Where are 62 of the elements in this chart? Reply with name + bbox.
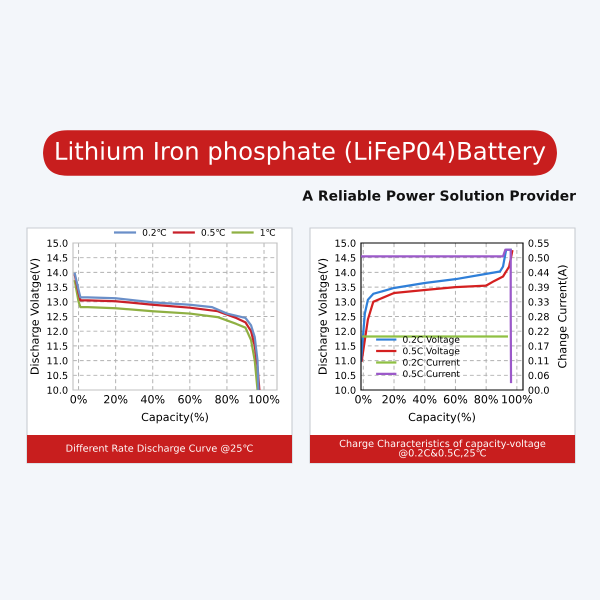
- legend-label: 0.2℃: [142, 229, 166, 236]
- x-tick-label: 80%: [215, 395, 239, 404]
- y2-axis-title: Change Current(A): [558, 265, 569, 368]
- line-series: [361, 248, 512, 384]
- y-tick-label: 10.0: [336, 386, 356, 394]
- x-tick-label: 100%: [502, 395, 532, 404]
- text: Different Rate Discharge Curve @25℃: [66, 444, 253, 454]
- y2-tick-label: 0.44: [528, 268, 549, 276]
- y-tick-label: 13.5: [336, 284, 356, 291]
- y-tick-label: 14.5: [48, 254, 68, 262]
- x-tick-label: 40%: [412, 395, 436, 404]
- legend-label: 0.5℃: [202, 229, 225, 236]
- y2-tick-label: 0.28: [528, 312, 549, 320]
- y-tick-label: 13.5: [48, 284, 68, 291]
- legend-label: 1℃: [260, 229, 276, 236]
- legend-label: 0.5C Voltage: [403, 347, 460, 356]
- x-axis-title: Capacity(%): [408, 412, 475, 424]
- x-tick-label: 100%: [249, 395, 280, 404]
- y-tick-label: 13.0: [336, 298, 356, 306]
- y2-tick-label: 0.50: [528, 254, 549, 262]
- y-tick-label: 12.0: [48, 328, 68, 336]
- x-tick-label: 60%: [178, 395, 202, 404]
- y-tick-label: 12.0: [336, 328, 356, 336]
- legend-label: 0.2C Current: [403, 358, 460, 366]
- y2-tick-label: 0.06: [528, 372, 549, 380]
- y-tick-label: 11.5: [336, 342, 356, 350]
- y-tick-label: 15.0: [48, 239, 68, 247]
- x-tick-label: 20%: [382, 395, 406, 404]
- text: A Reliable Power Solution Provider: [302, 190, 576, 201]
- y-tick-label: 15.0: [336, 239, 356, 247]
- y-tick-label: 14.0: [336, 268, 356, 276]
- y-tick-label: 11.5: [48, 342, 68, 350]
- y-tick-label: 12.5: [48, 312, 68, 320]
- x-tick-label: 0%: [70, 395, 87, 404]
- x-tick-label: 60%: [444, 395, 468, 404]
- y-tick-label: 12.5: [336, 312, 356, 320]
- y2-tick-label: 0.33: [528, 298, 549, 306]
- y-tick-label: 13.0: [48, 298, 68, 306]
- x-tick-label: 80%: [474, 395, 498, 404]
- y-axis-title: Discharge Volatge(V): [30, 258, 41, 374]
- y-axis-title: Discharge Volatge(V): [318, 258, 329, 374]
- y2-tick-label: 00.0: [528, 386, 549, 394]
- y2-tick-label: 0.39: [528, 284, 549, 291]
- y-tick-label: 14.5: [336, 254, 356, 262]
- legend-label: 0.5C Current: [403, 370, 460, 378]
- y-tick-label: 10.5: [48, 372, 68, 380]
- y2-tick-label: 0.55: [528, 239, 549, 247]
- x-tick-label: 0%: [355, 395, 372, 404]
- y-tick-label: 10.0: [48, 386, 68, 394]
- x-axis-title: Capacity(%): [142, 412, 208, 424]
- x-tick-label: 20%: [104, 395, 128, 404]
- y-tick-label: 11.0: [48, 357, 68, 364]
- y-tick-label: 14.0: [48, 268, 68, 276]
- y-tick-label: 11.0: [336, 357, 356, 364]
- text: Charge Characteristics of capacity-voltage @0.2C&0.5C,25℃: [340, 440, 546, 458]
- y2-tick-label: 0.11: [528, 357, 549, 364]
- text: Lithium Iron phosphate (LiFeP04)Battery: [56, 141, 546, 165]
- y-tick-label: 10.5: [336, 372, 356, 380]
- legend-label: 0.2C Voltage: [403, 336, 460, 345]
- x-tick-label: 40%: [140, 395, 164, 404]
- y2-tick-label: 0.22: [528, 328, 549, 336]
- y2-tick-label: 0.17: [528, 342, 549, 350]
